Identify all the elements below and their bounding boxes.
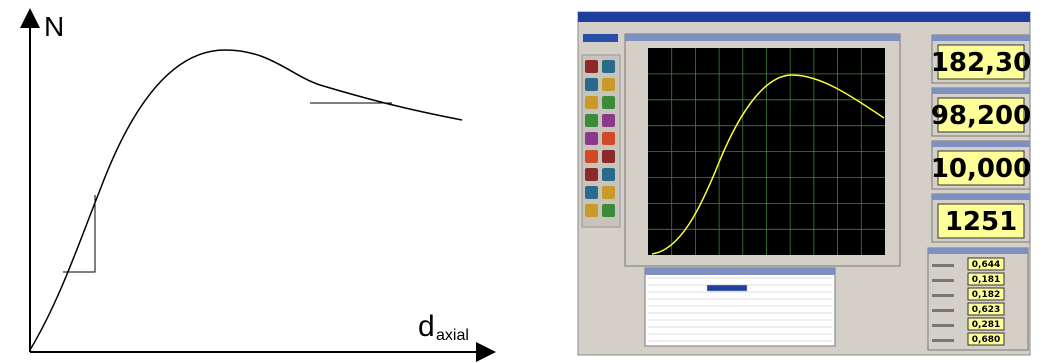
tool-icon bbox=[585, 78, 598, 91]
channel-value: 0,680 bbox=[972, 335, 1000, 345]
tool-icon bbox=[585, 186, 598, 199]
readout-value: 182,30 bbox=[931, 48, 1031, 78]
force-displacement-diagram: N d axial bbox=[20, 8, 496, 362]
parameter-table bbox=[644, 267, 836, 347]
tool-icon bbox=[585, 150, 598, 163]
tool-icon bbox=[585, 168, 598, 181]
toolbar bbox=[581, 54, 621, 228]
channel-box bbox=[967, 332, 1005, 346]
tool-icon bbox=[585, 132, 598, 145]
tool-icon bbox=[602, 114, 615, 127]
title-bar bbox=[578, 12, 1030, 22]
tool-icon bbox=[602, 204, 615, 217]
readout-box bbox=[937, 97, 1025, 133]
x-axis-subscript: axial bbox=[436, 327, 469, 344]
readout-box bbox=[937, 44, 1025, 80]
channel-box bbox=[967, 317, 1005, 331]
channel-box bbox=[967, 272, 1005, 286]
x-axis-label: d bbox=[418, 310, 435, 343]
channel-label bbox=[932, 279, 954, 282]
tool-icon bbox=[602, 186, 615, 199]
tool-icon bbox=[585, 204, 598, 217]
load-curve bbox=[29, 49, 463, 351]
channel-box bbox=[967, 287, 1005, 301]
software-screenshot: 182,30 98,200 10,000 1251 0,644 0,181 0,182 0,… bbox=[577, 11, 1031, 356]
readout-value: 98,200 bbox=[931, 101, 1031, 131]
y-axis-label: N bbox=[44, 11, 64, 42]
tool-icon bbox=[602, 168, 615, 181]
channel-value: 0,623 bbox=[972, 305, 1000, 315]
tool-icon bbox=[585, 96, 598, 109]
channel-label bbox=[932, 339, 954, 342]
readout-value: 10,000 bbox=[931, 154, 1031, 184]
channel-value: 0,182 bbox=[972, 290, 1000, 300]
selected-cell bbox=[706, 284, 748, 292]
channel-value: 0,181 bbox=[972, 275, 1000, 285]
channel-label bbox=[932, 294, 954, 297]
channel-box bbox=[967, 257, 1005, 271]
readout-title bbox=[932, 88, 1030, 94]
tool-icon bbox=[585, 114, 598, 127]
tool-icon bbox=[602, 60, 615, 73]
readout-box bbox=[937, 150, 1025, 186]
readout-title bbox=[932, 194, 1030, 200]
readout-title bbox=[932, 141, 1030, 147]
channel-label bbox=[932, 324, 954, 327]
slope-triangle bbox=[63, 195, 96, 273]
channel-box bbox=[967, 302, 1005, 316]
grid bbox=[648, 48, 885, 255]
tool-icon bbox=[602, 132, 615, 145]
readout-box bbox=[937, 203, 1025, 239]
channel-value: 0,644 bbox=[972, 260, 1000, 270]
tool-icon bbox=[585, 60, 598, 73]
plot-curve bbox=[651, 74, 885, 255]
tool-icon bbox=[602, 150, 615, 163]
tool-icon bbox=[602, 78, 615, 91]
channel-label bbox=[932, 309, 954, 312]
tool-icon bbox=[602, 96, 615, 109]
readout-title bbox=[932, 35, 1030, 41]
readout-value: 1251 bbox=[945, 207, 1017, 237]
channel-label bbox=[932, 264, 954, 267]
channel-value: 0,281 bbox=[972, 320, 1000, 330]
menu-bar bbox=[583, 34, 618, 42]
